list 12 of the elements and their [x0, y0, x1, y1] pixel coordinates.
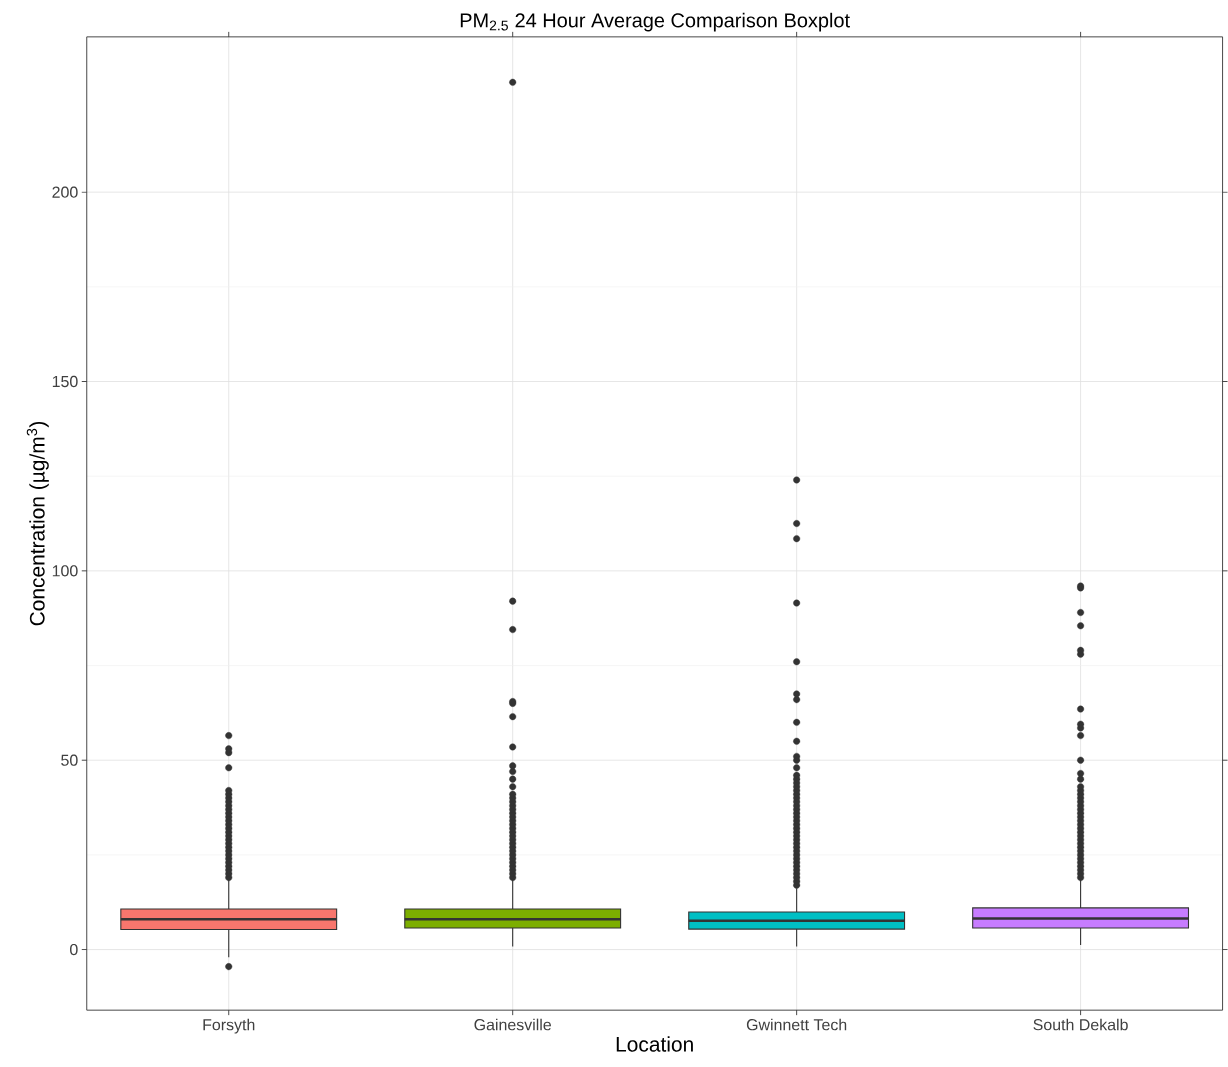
- y-tick-label: 150: [52, 375, 78, 388]
- x-tick-label: Forsyth: [203, 1018, 255, 1034]
- y-tick-label: 200: [52, 186, 78, 198]
- y-axis-title: Concentration (µg/m$^{3}$): [26, 421, 49, 626]
- y-tick-label: 0: [70, 943, 78, 956]
- y-tick-label: 100: [52, 565, 78, 577]
- x-tick-label: Gwinnett Tech: [746, 1018, 847, 1031]
- chart-title: PM$_{2.5}$ 24 Hour Average Comparison Boxplot: [460, 12, 850, 32]
- y-tick-label: 50: [61, 754, 78, 766]
- x-axis-title: Location: [616, 1036, 693, 1052]
- x-tick-label: South Dekalb: [1033, 1018, 1128, 1031]
- x-tick-label: Gainesville: [474, 1018, 551, 1031]
